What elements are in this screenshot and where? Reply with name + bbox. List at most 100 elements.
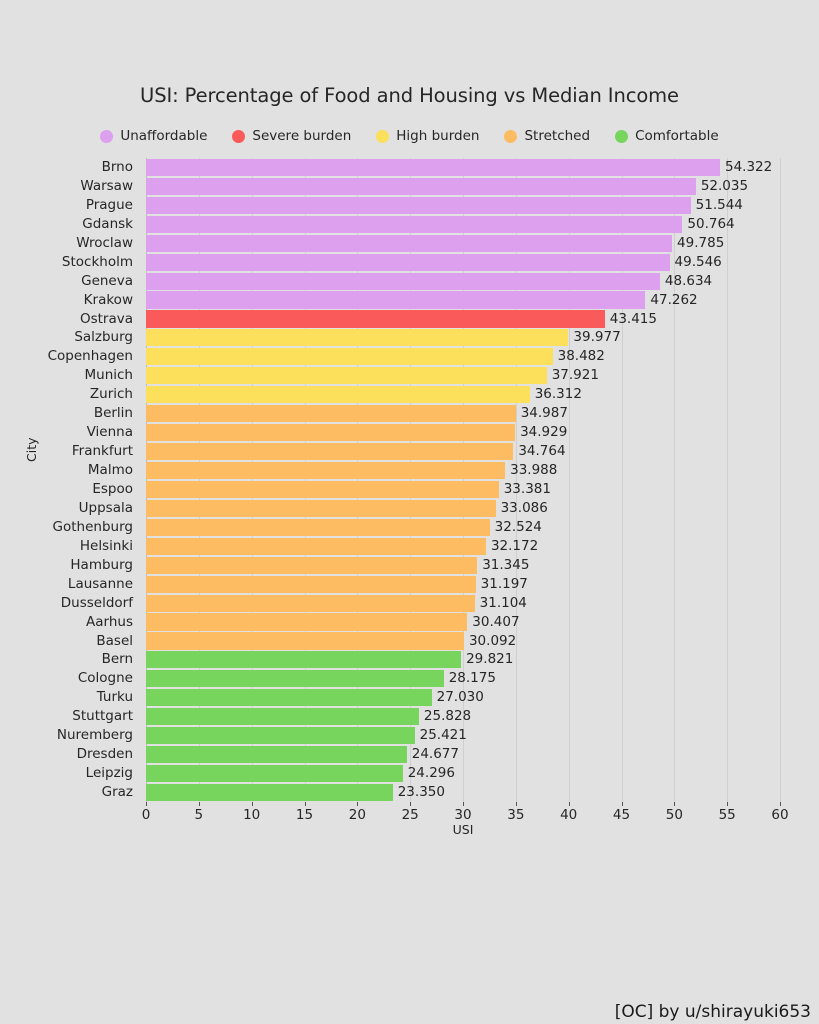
bar-salzburg[interactable] — [146, 329, 569, 347]
bar-row[interactable]: 34.929 — [146, 423, 780, 442]
bar-malmo[interactable] — [146, 461, 506, 480]
y-tick-label-vienna: Vienna — [86, 424, 133, 441]
legend-item-comfortable[interactable]: Comfortable — [615, 128, 719, 144]
legend-item-label: Unaffordable — [120, 128, 208, 144]
y-tick-label-ostrava: Ostrava — [79, 310, 133, 327]
bar-row[interactable]: 34.764 — [146, 442, 780, 461]
bar-row[interactable]: 29.821 — [146, 650, 780, 669]
gridline-x-45 — [621, 158, 623, 802]
legend-item-high-burden[interactable]: High burden — [376, 128, 479, 144]
y-tick-label-lausanne: Lausanne — [67, 575, 133, 592]
y-tick-label-basel: Basel — [96, 632, 133, 649]
bar-espoo[interactable] — [146, 480, 499, 498]
bar-value-label: 38.482 — [557, 348, 605, 365]
legend-item-stretched[interactable]: Stretched — [504, 128, 590, 144]
bar-wroclaw[interactable] — [146, 234, 673, 252]
bar-row[interactable]: 25.421 — [146, 726, 780, 745]
legend-item-severe-burden[interactable]: Severe burden — [232, 128, 351, 144]
x-tick-label-10: 10 — [243, 807, 261, 823]
bar-nuremberg[interactable] — [146, 727, 415, 745]
bar-row[interactable]: 33.988 — [146, 461, 780, 480]
bar-value-label: 25.421 — [419, 727, 467, 744]
bar-row[interactable]: 36.312 — [146, 385, 780, 404]
bar-row[interactable]: 43.415 — [146, 310, 780, 329]
bar-row[interactable]: 37.921 — [146, 366, 780, 385]
watermark-credit: [OC] by u/shirayuki653 — [614, 1002, 811, 1022]
bar-gothenburg[interactable] — [146, 518, 490, 536]
bar-graz[interactable] — [146, 783, 393, 802]
bar-row[interactable]: 49.546 — [146, 253, 780, 272]
y-tick-label-nuremberg: Nuremberg — [56, 727, 133, 744]
bar-row[interactable]: 24.677 — [146, 745, 780, 764]
bar-dresden[interactable] — [146, 746, 407, 764]
bar-value-label: 34.764 — [518, 443, 566, 460]
bar-row[interactable]: 49.785 — [146, 234, 780, 253]
gridline-x-30 — [463, 158, 464, 802]
x-tick-label-30: 30 — [454, 807, 472, 823]
bar-row[interactable]: 31.345 — [146, 556, 780, 575]
bar-row[interactable]: 31.197 — [146, 575, 780, 594]
bar-row[interactable]: 28.175 — [146, 669, 780, 688]
bar-stuttgart[interactable] — [146, 708, 419, 726]
bar-value-label: 31.197 — [480, 575, 528, 592]
bar-uppsala[interactable] — [146, 499, 496, 517]
bar-dusseldorf[interactable] — [146, 594, 475, 612]
bar-helsinki[interactable] — [146, 537, 486, 555]
bar-row[interactable]: 27.030 — [146, 688, 780, 707]
bar-row[interactable]: 33.381 — [146, 480, 780, 499]
y-tick-label-dusseldorf: Dusseldorf — [60, 594, 133, 611]
legend-item-label: Severe burden — [252, 128, 352, 144]
chart-legend: Unaffordable Severe burden High burden Stre… — [0, 128, 819, 144]
bar-row[interactable]: 48.634 — [146, 272, 780, 291]
bar-value-label: 52.035 — [700, 177, 749, 194]
bar-lausanne[interactable] — [146, 575, 476, 593]
bar-frankfurt[interactable] — [146, 443, 514, 461]
bar-row[interactable]: 32.172 — [146, 537, 780, 556]
bar-row[interactable]: 33.086 — [146, 499, 780, 518]
bar-row[interactable]: 24.296 — [146, 764, 780, 783]
bar-row[interactable]: 30.407 — [146, 613, 780, 632]
x-tick-mark-55 — [727, 802, 729, 806]
bar-berlin[interactable] — [146, 405, 516, 423]
bar-vienna[interactable] — [146, 424, 516, 442]
gridline-x-60 — [780, 158, 781, 802]
bar-munich[interactable] — [146, 367, 547, 385]
legend-item-unaffordable[interactable]: Unaffordable — [100, 128, 207, 144]
bar-row[interactable]: 31.104 — [146, 594, 780, 613]
bar-row[interactable]: 51.544 — [146, 196, 780, 215]
bar-zurich[interactable] — [146, 386, 530, 404]
bar-geneva[interactable] — [146, 272, 660, 290]
bar-bern[interactable] — [146, 651, 462, 669]
bar-turku[interactable] — [146, 689, 432, 707]
bar-basel[interactable] — [146, 632, 464, 650]
bar-row[interactable]: 25.828 — [146, 707, 780, 726]
bar-row[interactable]: 54.322 — [146, 158, 780, 177]
bar-cologne[interactable] — [146, 670, 444, 688]
bar-hamburg[interactable] — [146, 556, 478, 574]
bar-row[interactable]: 23.350 — [146, 783, 780, 802]
bar-row[interactable]: 39.977 — [146, 328, 780, 347]
bar-row[interactable]: 32.524 — [146, 518, 780, 537]
bar-row[interactable]: 38.482 — [146, 347, 780, 366]
bar-krakow[interactable] — [146, 291, 646, 309]
bar-brno[interactable] — [146, 158, 720, 176]
bar-aarhus[interactable] — [146, 613, 468, 631]
x-tick-mark-10 — [251, 802, 253, 806]
bar-ostrava[interactable] — [146, 310, 605, 328]
bar-row[interactable]: 47.262 — [146, 291, 780, 310]
bar-row[interactable]: 50.764 — [146, 215, 780, 234]
bar-leipzig[interactable] — [146, 765, 403, 783]
bar-gdansk[interactable] — [146, 215, 683, 233]
bar-value-label: 33.988 — [510, 462, 558, 479]
bar-value-label: 31.345 — [482, 556, 530, 573]
gridline-x-25 — [410, 158, 412, 802]
bar-warsaw[interactable] — [146, 177, 696, 195]
x-tick-label-40: 40 — [560, 807, 578, 823]
bar-copenhagen[interactable] — [146, 348, 553, 366]
bar-row[interactable]: 34.987 — [146, 404, 780, 423]
x-tick-mark-0 — [146, 802, 147, 806]
bar-stockholm[interactable] — [146, 253, 670, 271]
bar-row[interactable]: 30.092 — [146, 632, 780, 651]
bar-row[interactable]: 52.035 — [146, 177, 780, 196]
bar-prague[interactable] — [146, 196, 691, 214]
